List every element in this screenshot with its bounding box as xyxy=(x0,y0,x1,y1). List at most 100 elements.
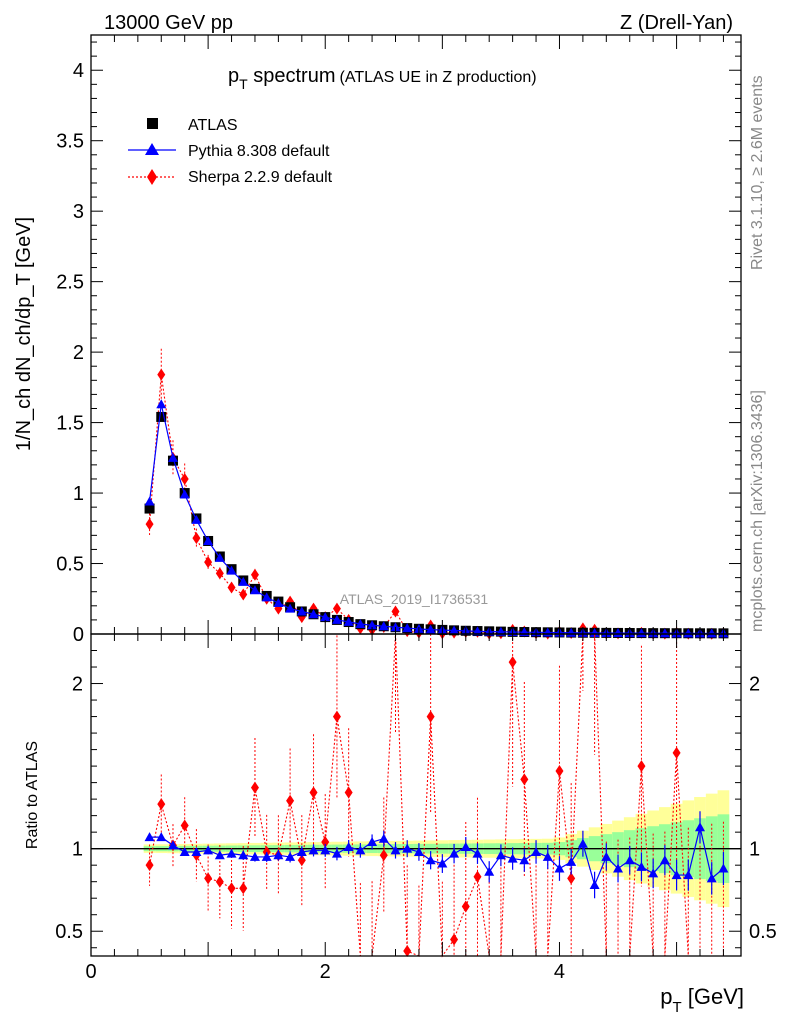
pythia-main-point xyxy=(659,628,670,638)
ratio-panel-frame xyxy=(90,633,742,957)
pythia-ratio-point xyxy=(648,868,659,878)
sherpa-main-point xyxy=(239,588,248,601)
ratio-y-tick-label: 1 xyxy=(72,839,83,861)
ratio-series-layer xyxy=(144,633,729,958)
atlas-data-point xyxy=(156,411,167,422)
pythia-main-point xyxy=(214,552,225,562)
pythia-ratio-point xyxy=(261,851,272,861)
pythia-ratio-point xyxy=(695,822,706,832)
pythia-ratio-point xyxy=(484,866,495,876)
pythia-ratio-point xyxy=(203,845,214,855)
rivet-version-text: Rivet 3.1.10, ≥ 2.6M events xyxy=(749,75,766,270)
atlas-data-point xyxy=(144,503,155,514)
pythia-ratio-point xyxy=(320,845,331,855)
header-left: 13000 GeV pp xyxy=(104,12,233,34)
x-axis-label-rest: [GeV] xyxy=(682,984,744,1009)
legend-label-atlas: ATLAS xyxy=(188,117,238,134)
pythia-ratio-point xyxy=(378,833,389,843)
plot-title-main: p xyxy=(228,65,239,87)
sherpa-ratio-point xyxy=(204,872,213,885)
x-tick-label: 4 xyxy=(554,961,565,983)
sherpa-ratio-point xyxy=(215,875,224,888)
pythia-ratio-point xyxy=(531,846,542,856)
ratio-y-axis-label-text: Ratio to ATLAS xyxy=(24,741,41,849)
sherpa-ratio-line xyxy=(149,633,724,958)
sherpa-ratio-point xyxy=(555,765,564,778)
pythia-main-point xyxy=(249,585,260,595)
sherpa-ratio-point xyxy=(426,710,435,723)
pythia-main-point xyxy=(261,592,272,602)
sherpa-ratio-point xyxy=(145,859,154,872)
ratio-y-tick-label-right: 2 xyxy=(749,674,760,696)
sherpa-ratio-point xyxy=(520,773,529,786)
mcplots-reference-text: mcplots.cern.ch [arXiv:1306.3436] xyxy=(749,390,766,632)
pythia-main-point xyxy=(390,622,401,632)
pythia-ratio-point xyxy=(390,845,401,855)
sherpa-main-point xyxy=(180,472,189,485)
pythia-ratio-point xyxy=(659,855,670,865)
pythia-main-point xyxy=(613,628,624,638)
sherpa-ratio-point xyxy=(672,746,681,759)
sherpa-ratio-point xyxy=(321,836,330,849)
pythia-ratio-point xyxy=(214,850,225,860)
pythia-ratio-point xyxy=(624,855,635,865)
pythia-ratio-point xyxy=(495,850,506,860)
pythia-ratio-point xyxy=(542,851,553,861)
pythia-ratio-point xyxy=(683,870,694,880)
pythia-main-point xyxy=(367,620,378,630)
pythia-main-point xyxy=(378,621,389,631)
plot-title-note: (ATLAS UE in Z production) xyxy=(340,69,537,86)
main-y-tick-label: 4 xyxy=(73,60,84,82)
pythia-main-point xyxy=(191,514,202,524)
pythia-ratio-point xyxy=(671,870,682,880)
pythia-ratio-point xyxy=(437,858,448,868)
pythia-ratio-point xyxy=(636,861,647,871)
plot-title-sub: T xyxy=(239,76,248,92)
sherpa-ratio-point xyxy=(309,786,318,799)
pythia-ratio-point xyxy=(402,843,413,853)
sherpa-ratio-point xyxy=(461,900,470,913)
sherpa-main-point xyxy=(250,568,259,581)
pythia-ratio-point xyxy=(449,848,460,858)
legend-marker-pythia xyxy=(145,143,159,155)
pythia-main-point xyxy=(402,623,413,633)
ratio-y-tick-label-right: 1 xyxy=(749,839,760,861)
x-tick-label: 0 xyxy=(85,961,96,983)
pythia-main-point xyxy=(472,626,483,636)
plot-title-rest: spectrum xyxy=(248,65,336,87)
pythia-main-point xyxy=(683,628,694,638)
pythia-main-point xyxy=(203,535,214,545)
pythia-ratio-point xyxy=(507,853,518,863)
pythia-ratio-point xyxy=(285,851,296,861)
pythia-main-point xyxy=(296,606,307,616)
pythia-ratio-point xyxy=(519,855,530,865)
pythia-main-point xyxy=(285,603,296,613)
pythia-ratio-point xyxy=(613,863,624,873)
pythia-main-point xyxy=(167,452,178,462)
plot-title: pT spectrum (ATLAS UE in Z production) xyxy=(228,65,537,92)
ratio-y-tick-label-right: 0.5 xyxy=(749,921,777,943)
sherpa-ratio-point xyxy=(332,710,341,723)
main-y-tick-label: 0.5 xyxy=(56,554,84,576)
ratio-y-tick-label: 0.5 xyxy=(55,921,83,943)
pythia-ratio-point xyxy=(706,873,717,883)
main-y-tick-label: 0 xyxy=(73,624,84,646)
sherpa-main-point xyxy=(204,556,213,569)
pythia-ratio-point xyxy=(460,842,471,852)
pythia-main-point xyxy=(589,627,600,637)
pythia-ratio-point xyxy=(179,846,190,856)
sherpa-ratio-point xyxy=(637,760,646,773)
sherpa-ratio-point xyxy=(180,819,189,832)
sherpa-ratio-point xyxy=(227,882,236,895)
pythia-ratio-point xyxy=(238,850,249,860)
pythia-ratio-point xyxy=(167,840,178,850)
pythia-ratio-point xyxy=(601,851,612,861)
pythia-ratio-point xyxy=(156,832,167,842)
ratio-y-tick-label: 2 xyxy=(72,674,83,696)
sherpa-ratio-point xyxy=(297,854,306,867)
sherpa-ratio-point xyxy=(567,872,576,885)
pythia-main-point xyxy=(425,624,436,634)
x-tick-label: 2 xyxy=(320,961,331,983)
legend-label-pythia: Pythia 8.308 default xyxy=(188,143,330,160)
